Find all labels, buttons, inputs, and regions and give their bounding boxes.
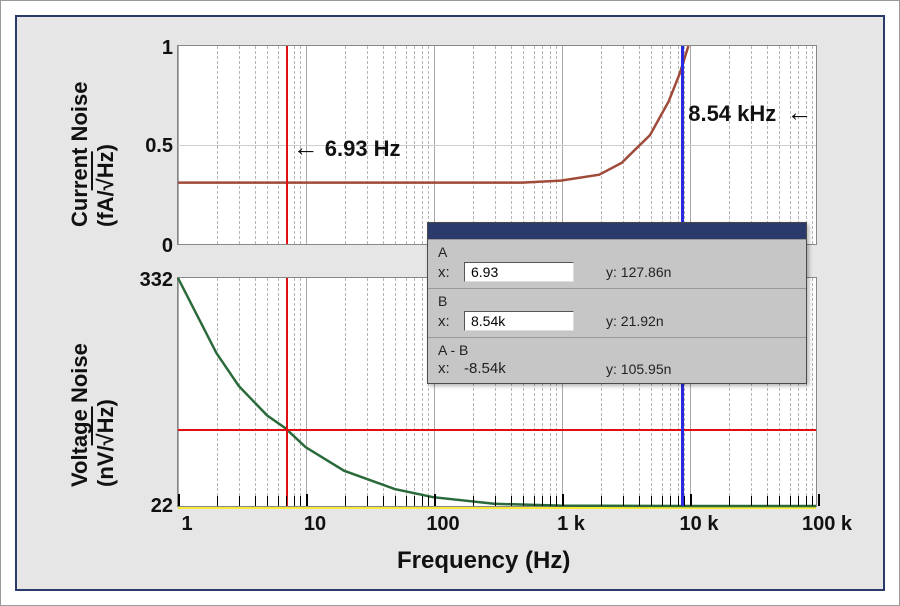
cursor-a-hline[interactable] xyxy=(178,429,816,431)
top-ytick-0: 0 xyxy=(157,235,173,258)
readout-b-x-input[interactable] xyxy=(464,311,574,331)
top-ylabel-units: (fA/√Hz) xyxy=(93,144,118,227)
x-ticklabel: 100 xyxy=(413,513,473,536)
readout-a-x-input[interactable] xyxy=(464,262,574,282)
top-ylabel-line1: Current Noise xyxy=(67,82,92,227)
readout-row-b-label: B xyxy=(438,293,796,309)
readout-b-xkey: x: xyxy=(438,313,456,330)
bottom-ylabel-line1: Voltage Noise xyxy=(67,343,92,487)
x-ticklabel: 1 k xyxy=(541,513,601,536)
top-ytick-05: 0.5 xyxy=(129,135,173,158)
readout-row-a: A x: y: 127.86n xyxy=(428,239,806,288)
top-plot-svg xyxy=(178,46,816,244)
top-ytick-1: 1 xyxy=(157,37,173,60)
arrow-right-icon: ← xyxy=(786,97,812,127)
figure-panel: Current Noise (fA/√Hz) Voltage Noise (nV… xyxy=(15,15,885,591)
readout-row-b: B x: y: 21.92n xyxy=(428,288,806,337)
readout-a-y: y: 127.86n xyxy=(606,264,671,280)
readout-a-xkey: x: xyxy=(438,264,456,281)
arrow-left-icon: ← xyxy=(293,132,319,162)
cursor-a-line-top[interactable] xyxy=(286,46,288,244)
top-plot-area xyxy=(177,45,817,245)
x-tick-marks xyxy=(178,496,816,506)
baseline-highlight xyxy=(178,507,816,509)
figure-outer-frame: Current Noise (fA/√Hz) Voltage Noise (nV… xyxy=(0,0,900,606)
bottom-plot-ylabel: Voltage Noise (nV/√Hz) xyxy=(67,343,119,487)
x-ticklabel: 10 k xyxy=(669,513,729,536)
readout-ab-y: y: 105.95n xyxy=(606,361,671,377)
readout-row-a-label: A xyxy=(438,244,796,260)
cursor-b-line-top[interactable] xyxy=(681,46,684,244)
readout-ab-xkey: x: xyxy=(438,360,456,377)
bottom-ylabel-units: (nV/√Hz) xyxy=(93,399,118,487)
cursor-b-annotation: 8.54 kHz ← xyxy=(688,97,812,128)
readout-b-y: y: 21.92n xyxy=(606,313,664,329)
top-plot-ylabel: Current Noise (fA/√Hz) xyxy=(67,82,119,227)
x-ticklabel: 100 k xyxy=(797,513,857,536)
x-ticklabel: 1 xyxy=(157,513,217,536)
x-ticklabel: 10 xyxy=(285,513,345,536)
current-noise-trace xyxy=(178,46,688,183)
readout-titlebar[interactable] xyxy=(428,223,806,239)
cursor-a-line-bottom[interactable] xyxy=(286,278,288,506)
bot-ytick-332: 332 xyxy=(125,269,173,292)
x-axis-label: Frequency (Hz) xyxy=(397,547,570,575)
cursor-readout-panel[interactable]: A x: y: 127.86n B x: y: 21.9 xyxy=(427,222,807,384)
cursor-a-annotation: ← 6.93 Hz xyxy=(293,132,401,163)
readout-row-ab-label: A - B xyxy=(438,342,796,358)
readout-row-ab: A - B x: -8.54k y: 105.95n xyxy=(428,337,806,383)
readout-ab-xval: -8.54k xyxy=(464,360,574,377)
